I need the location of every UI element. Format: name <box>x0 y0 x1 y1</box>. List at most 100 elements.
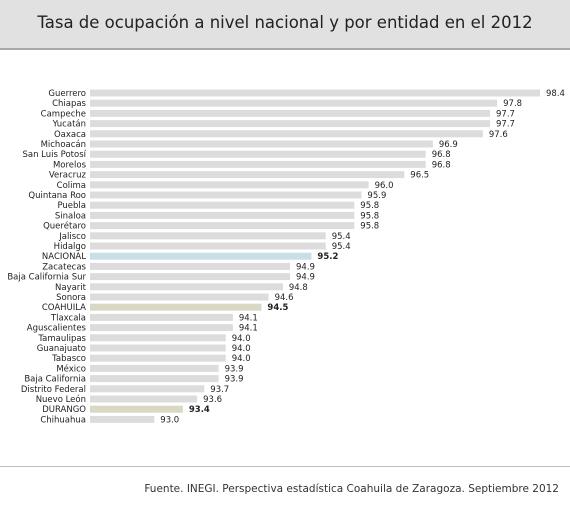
category-label-tlaxcala: Tlaxcala <box>50 313 86 323</box>
chart-title: Tasa de ocupación a nivel nacional y por… <box>37 13 533 32</box>
bar-campeche <box>90 109 490 117</box>
value-label-distrito-federal: 93.7 <box>210 385 229 395</box>
value-label-michoacan: 96.9 <box>439 140 458 150</box>
bars <box>90 89 540 423</box>
bar-guanajuato <box>90 344 226 352</box>
bar-tabasco <box>90 354 226 362</box>
value-label-hidalgo: 95.4 <box>332 242 351 252</box>
value-label-colima: 96.0 <box>375 181 394 191</box>
category-label-oaxaca: Oaxaca <box>54 130 86 140</box>
bar-quintana-roo <box>90 191 362 199</box>
value-label-nayarit: 94.8 <box>289 283 308 293</box>
value-label-jalisco: 95.4 <box>332 232 351 242</box>
value-label-veracruz: 96.5 <box>410 171 429 181</box>
header-bar <box>0 0 570 48</box>
bar-yucatan <box>90 120 490 128</box>
bar-michoacan <box>90 140 433 148</box>
bar-oaxaca <box>90 130 483 138</box>
value-label-baja-california: 93.9 <box>225 375 244 385</box>
value-label-chiapas: 97.8 <box>503 99 522 109</box>
bar-zacatecas <box>90 262 290 270</box>
category-label-aguscalientes: Aguscalientes <box>27 324 87 334</box>
value-label-chihuahua: 93.0 <box>160 415 179 425</box>
value-label-guerrero: 98.4 <box>546 89 565 99</box>
category-label-tamaulipas: Tamaulipas <box>37 334 86 344</box>
bar-sonora <box>90 293 269 301</box>
bar-durango <box>90 405 183 413</box>
category-label-veracruz: Veracruz <box>49 171 87 181</box>
value-label-oaxaca: 97.6 <box>489 130 508 140</box>
category-label-yucatan: Yucatán <box>52 120 86 130</box>
bar-guerrero <box>90 89 540 97</box>
bar-baja-california <box>90 375 219 383</box>
value-label-morelos: 96.8 <box>432 160 451 170</box>
bar-nuevo-leon <box>90 395 198 403</box>
category-label-jalisco: Jalisco <box>58 232 86 242</box>
bar-baja-california-sur <box>90 273 290 281</box>
value-label-campeche: 97.7 <box>496 109 515 119</box>
category-label-mexico: México <box>56 363 86 374</box>
value-label-aguscalientes: 94.1 <box>239 324 258 334</box>
value-label-quintana-roo: 95.9 <box>367 191 386 201</box>
category-label-queretaro: Querétaro <box>43 221 86 232</box>
value-label-yucatan: 97.7 <box>496 120 515 130</box>
value-label-guanajuato: 94.0 <box>232 344 251 354</box>
value-label-queretaro: 95.8 <box>360 222 379 232</box>
category-label-nuevo-leon: Nuevo León <box>36 394 86 405</box>
category-label-michoacan: Michoacán <box>41 140 86 150</box>
bar-chihuahua <box>90 415 155 423</box>
category-label-baja-california-sur: Baja California Sur <box>7 273 86 283</box>
bar-tamaulipas <box>90 334 226 342</box>
source-note: Fuente. INEGI. Perspectiva estadística C… <box>144 483 559 495</box>
category-label-hidalgo: Hidalgo <box>54 242 86 252</box>
category-label-coahuila: COAHUILA <box>42 303 86 313</box>
category-label-quintana-roo: Quintana Roo <box>28 191 86 201</box>
category-label-san-luis-potosi: San Luis Potosí <box>22 150 86 160</box>
bar-nayarit <box>90 283 283 291</box>
category-label-sinaloa: Sinaloa <box>55 211 86 221</box>
category-label-durango: DURANGO <box>42 405 86 415</box>
category-label-guanajuato: Guanajuato <box>37 344 86 354</box>
value-label-zacatecas: 94.9 <box>296 262 315 272</box>
value-label-sinaloa: 95.8 <box>360 211 379 221</box>
bar-san-luis-potosi <box>90 150 426 158</box>
bar-sinaloa <box>90 211 355 219</box>
value-label-tlaxcala: 94.1 <box>239 313 258 323</box>
bar-aguscalientes <box>90 324 233 332</box>
category-label-colima: Colima <box>57 181 86 191</box>
header-divider <box>0 48 570 50</box>
bar-colima <box>90 181 369 189</box>
category-label-chiapas: Chiapas <box>52 99 86 109</box>
category-label-tabasco: Tabasco <box>51 354 86 364</box>
value-label-coahuila: 94.5 <box>267 303 288 313</box>
bar-coahuila <box>90 303 262 311</box>
value-label-mexico: 93.9 <box>225 364 244 374</box>
value-label-nacional: 95.2 <box>317 252 338 262</box>
bar-nacional <box>90 252 312 260</box>
bar-jalisco <box>90 232 326 240</box>
category-label-nayarit: Nayarit <box>55 283 87 293</box>
bar-hidalgo <box>90 242 326 250</box>
bar-distrito-federal <box>90 385 205 393</box>
value-labels: 98.497.897.797.797.696.996.896.896.596.0… <box>160 89 565 425</box>
value-label-sonora: 94.6 <box>275 293 294 303</box>
category-label-sonora: Sonora <box>56 293 86 303</box>
value-label-san-luis-potosi: 96.8 <box>432 150 451 160</box>
bar-puebla <box>90 201 355 209</box>
value-label-tamaulipas: 94.0 <box>232 334 251 344</box>
category-label-puebla: Puebla <box>57 201 86 211</box>
bar-veracruz <box>90 171 405 179</box>
bar-mexico <box>90 364 219 372</box>
value-label-nuevo-leon: 93.6 <box>203 395 222 405</box>
category-label-baja-california: Baja California <box>24 375 86 385</box>
category-label-morelos: Morelos <box>53 160 87 170</box>
value-label-puebla: 95.8 <box>360 201 379 211</box>
bar-chiapas <box>90 99 498 107</box>
value-label-baja-california-sur: 94.9 <box>296 273 315 283</box>
category-label-distrito-federal: Distrito Federal <box>21 385 86 395</box>
bar-morelos <box>90 160 426 168</box>
category-label-guerrero: Guerrero <box>48 89 86 99</box>
footer-divider <box>0 466 570 467</box>
category-label-nacional: NACIONAL <box>42 252 86 262</box>
bar-queretaro <box>90 222 355 230</box>
